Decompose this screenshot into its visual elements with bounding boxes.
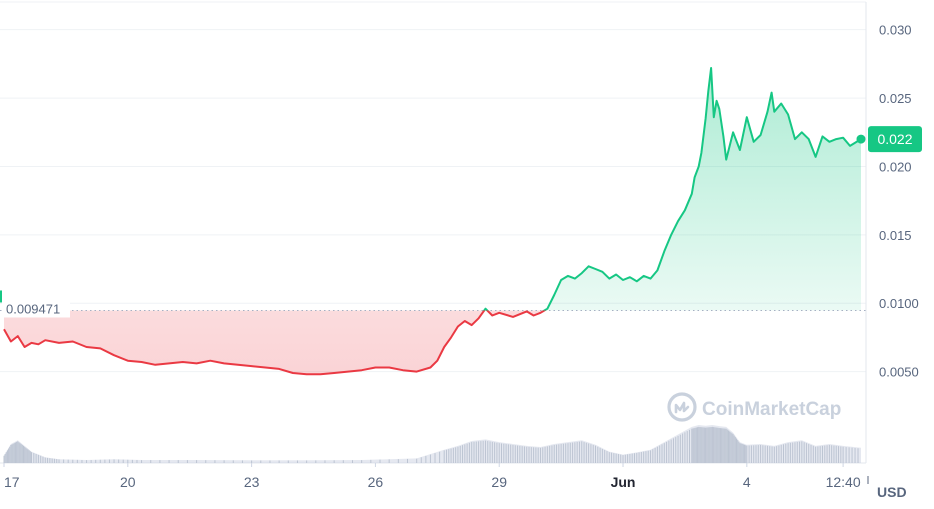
x-tick-label: 23 [244,474,260,490]
x-axis: 17 20 23 26 29 Jun 4 12:40 [3,463,869,490]
x-tick-label: 17 [4,474,20,490]
baseline-layer: 0.009471 [0,299,866,318]
y-tick-label: 0.0100 [879,296,919,311]
area-layer [4,68,861,375]
y-axis: 0.030 0.025 0.020 0.015 0.0100 0.0050 [879,23,919,380]
coinmarketcap-logo-icon [667,392,697,422]
watermark-text: CoinMarketCap [702,399,841,420]
x-tick-label: 12:40 [826,474,861,490]
current-price-dot [856,134,866,144]
area-below-baseline [4,310,861,375]
price-line-down [3,310,547,376]
currency-label: USD [877,484,907,500]
current-price-badge [868,126,922,153]
volume-area [4,425,861,463]
current-marker-layer: 0.022 [856,126,922,153]
x-tick-label: 4 [743,474,751,490]
x-tick-label: 29 [491,474,507,490]
y-tick-label: 0.020 [879,159,912,174]
y-tick-label: 0.015 [879,228,912,243]
x-tick-label: Jun [611,474,636,490]
y-tick-label: 0.030 [879,23,912,38]
x-tick-label: 26 [368,474,384,490]
x-tick-label: 20 [120,474,136,490]
area-above-baseline [484,68,861,311]
volume-layer [3,425,861,463]
baseline-label-bg [2,299,70,318]
baseline-label: 0.009471 [6,301,60,316]
watermark: CoinMarketCap [667,392,841,422]
price-line-up [483,67,862,311]
current-price-label: 0.022 [877,131,912,147]
price-line-layer [0,67,862,376]
y-tick-label: 0.025 [879,91,912,106]
y-tick-label: 0.0050 [879,365,919,380]
